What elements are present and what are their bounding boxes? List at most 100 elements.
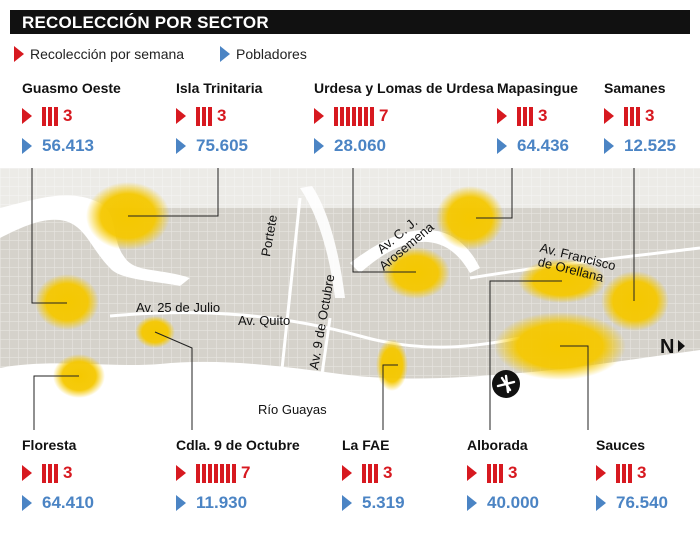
sector-mapasingue: Mapasingue 3 64.436: [497, 80, 578, 156]
label-rio-guayas: Río Guayas: [258, 402, 327, 417]
estuary-west: [0, 195, 190, 286]
legend-population: Pobladores: [220, 42, 307, 66]
triangle-blue-icon: [604, 138, 614, 154]
frequency-bar: [220, 463, 224, 483]
triangle-blue-icon: [596, 495, 606, 511]
frequency-bars: [42, 463, 60, 483]
label-av-25-julio: Av. 25 de Julio: [136, 300, 221, 315]
frequency-bars: [517, 106, 535, 126]
frequency-value: 7: [379, 106, 389, 125]
frequency-bar: [340, 106, 344, 126]
population-value: 64.410: [42, 493, 94, 512]
frequency-value: 3: [637, 463, 647, 482]
frequency-bar: [334, 106, 338, 126]
frequency-bar: [208, 463, 212, 483]
frequency-row: 7: [176, 463, 300, 483]
frequency-bar: [48, 463, 52, 483]
road-portete: [278, 197, 302, 389]
sector-name: Samanes: [604, 80, 666, 96]
title-bar: RECOLECCIÓN POR SECTOR: [10, 10, 690, 34]
road-av-quito: [109, 311, 521, 349]
frequency-bars: [42, 106, 60, 126]
population-value: 40.000: [487, 493, 539, 512]
population-row: 40.000: [467, 493, 539, 513]
triangle-blue-icon: [176, 138, 186, 154]
frequency-bars: [196, 463, 238, 483]
triangle-red-icon: [22, 108, 32, 124]
triangle-red-icon: [467, 465, 477, 481]
page-title: RECOLECCIÓN POR SECTOR: [22, 13, 269, 32]
leader-lines: [31, 168, 635, 430]
sector-urdesa: Urdesa y Lomas de Urdesa 7 28.060: [314, 80, 494, 156]
population-value: 11.930: [196, 493, 248, 512]
sector-floresta: Floresta 3 64.410: [22, 437, 94, 513]
sector-la-fae: La FAE 3 5.319: [342, 437, 405, 513]
frequency-bar: [529, 106, 533, 126]
frequency-bar: [346, 106, 350, 126]
sector-samanes: Samanes 3 12.525: [604, 80, 676, 156]
triangle-red-icon: [176, 465, 186, 481]
frequency-row: 3: [22, 106, 121, 126]
triangle-blue-icon: [467, 495, 477, 511]
frequency-bar: [523, 106, 527, 126]
north-arrow-icon: [678, 340, 685, 352]
sector-name: Cdla. 9 de Octubre: [176, 437, 300, 453]
frequency-value: 3: [217, 106, 227, 125]
frequency-row: 3: [467, 463, 539, 483]
frequency-bar: [368, 463, 372, 483]
frequency-bar: [352, 106, 356, 126]
airplane-icon: [492, 370, 520, 398]
triangle-blue-icon: [22, 138, 32, 154]
frequency-bar: [362, 463, 366, 483]
frequency-bar: [370, 106, 374, 126]
frequency-bar: [493, 463, 497, 483]
frequency-bar: [42, 463, 46, 483]
frequency-bar: [616, 463, 620, 483]
frequency-bar: [196, 106, 200, 126]
frequency-bars: [362, 463, 380, 483]
legend-population-label: Pobladores: [236, 46, 307, 62]
population-row: 76.540: [596, 493, 668, 513]
population-row: 64.436: [497, 136, 578, 156]
population-value: 56.413: [42, 136, 94, 155]
triangle-red-icon: [342, 465, 352, 481]
frequency-bar: [364, 106, 368, 126]
city-map: [0, 168, 700, 430]
population-row: 64.410: [22, 493, 94, 513]
sector-name: Alborada: [467, 437, 528, 453]
population-row: 11.930: [176, 493, 300, 513]
frequency-row: 3: [22, 463, 94, 483]
frequency-bar: [202, 106, 206, 126]
frequency-row: 3: [596, 463, 668, 483]
triangle-red-icon: [596, 465, 606, 481]
frequency-bar: [208, 106, 212, 126]
frequency-bar: [54, 463, 58, 483]
sector-name: Sauces: [596, 437, 646, 453]
frequency-bar: [226, 463, 230, 483]
frequency-value: 3: [508, 463, 518, 482]
sector-name: La FAE: [342, 437, 390, 453]
triangle-blue-icon: [220, 46, 230, 62]
legend-frequency-label: Recolección por semana: [30, 46, 185, 62]
frequency-bar: [624, 106, 628, 126]
frequency-bars: [487, 463, 505, 483]
frequency-bar: [630, 106, 634, 126]
frequency-value: 3: [63, 463, 73, 482]
population-value: 12.525: [624, 136, 676, 155]
sector-name: Isla Trinitaria: [176, 80, 263, 96]
frequency-row: 3: [342, 463, 405, 483]
frequency-bar: [517, 106, 521, 126]
triangle-blue-icon: [342, 495, 352, 511]
legend-frequency: Recolección por semana: [14, 42, 184, 66]
zone-guasmo-oeste: [35, 274, 99, 330]
zone-mapasingue: [436, 186, 504, 250]
zone-urdesa: [382, 247, 450, 299]
population-row: 56.413: [22, 136, 121, 156]
sector-alborada: Alborada 3 40.000: [467, 437, 539, 513]
triangle-blue-icon: [314, 138, 324, 154]
sector-name: Guasmo Oeste: [22, 80, 121, 96]
population-row: 5.319: [342, 493, 405, 513]
frequency-bar: [54, 106, 58, 126]
frequency-bar: [232, 463, 236, 483]
